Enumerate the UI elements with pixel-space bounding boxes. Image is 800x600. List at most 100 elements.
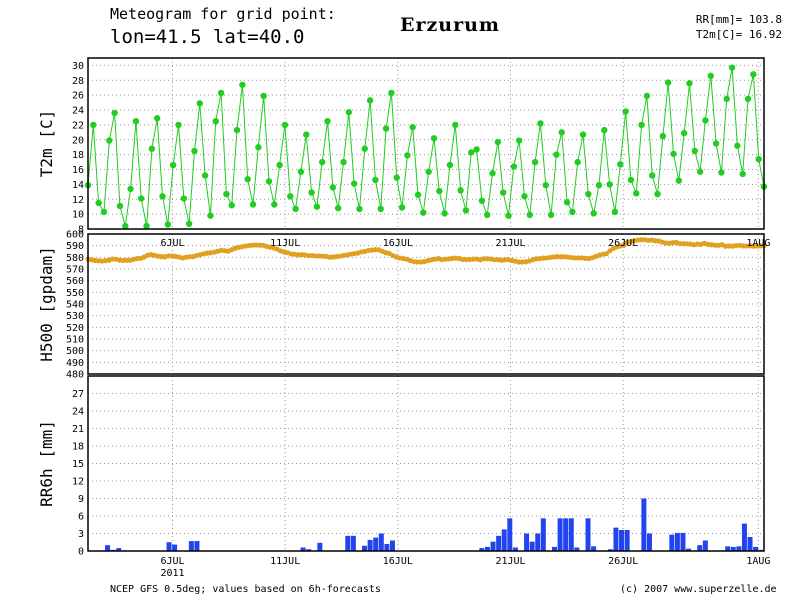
- y-tick-label: 27: [72, 389, 84, 400]
- precipitation-bar: [116, 548, 122, 551]
- temperature-point: [265, 178, 273, 185]
- precipitation-bar: [188, 541, 194, 551]
- temperature-point: [590, 210, 597, 217]
- panel-temp: 8 10 12 14 16 18 20 22 24 26 28 30 T2m [C]: [37, 57, 768, 236]
- precipitation-bar: [619, 530, 625, 551]
- temperature-point: [185, 220, 193, 227]
- precipitation-bar: [350, 535, 356, 551]
- temperature-point: [217, 89, 225, 97]
- y-tick-label: 24: [72, 106, 84, 117]
- temperature-point: [175, 121, 182, 129]
- precipitation-bar: [574, 547, 580, 551]
- temperature-point: [244, 175, 251, 183]
- temperature-point: [361, 145, 368, 152]
- station-name: Erzurum: [400, 14, 501, 36]
- precipitation-bar: [674, 532, 680, 551]
- temperature-point: [563, 199, 571, 206]
- temperature-point: [521, 193, 528, 200]
- temperature-point: [633, 190, 640, 197]
- temperature-point: [718, 169, 725, 176]
- temperature-point: [212, 117, 219, 125]
- temperature-point: [308, 189, 315, 196]
- x-tick-label: 16JUL: [383, 556, 413, 567]
- temperature-point: [654, 190, 661, 198]
- y-tick-label: 21: [72, 424, 84, 435]
- temperature-point: [414, 191, 422, 198]
- x-tick-label: 11JUL: [270, 556, 300, 567]
- x-tick-label: 26JUL: [608, 556, 638, 567]
- temperature-point: [670, 150, 677, 158]
- precipitation-bar: [624, 530, 630, 551]
- temperature-point: [649, 172, 656, 179]
- y-tick-label: 22: [72, 120, 84, 131]
- temperature-point: [334, 204, 342, 212]
- temperature-point: [148, 145, 156, 152]
- meteogram-title: Meteogram for grid point:: [110, 5, 336, 23]
- temperature-point: [260, 92, 267, 100]
- temperature-point: [526, 211, 533, 219]
- temperature-point: [728, 64, 736, 71]
- temperature-point: [734, 142, 741, 149]
- temperature-point: [164, 221, 172, 228]
- temperature-point: [100, 208, 108, 216]
- temperature-point: [510, 163, 518, 170]
- geopotential-point: [621, 242, 627, 248]
- temperature-point: [329, 184, 337, 191]
- temperature-point: [739, 170, 746, 178]
- temperature-point: [553, 151, 560, 158]
- temperature-point: [569, 208, 576, 216]
- precipitation-bar: [507, 518, 513, 551]
- precipitation-bar: [479, 548, 485, 551]
- precipitation-bar: [384, 544, 390, 551]
- precipitation-bar: [378, 533, 384, 551]
- precipitation-bar: [736, 546, 742, 551]
- temperature-point: [723, 95, 730, 103]
- precipitation-bar: [105, 545, 111, 551]
- geopotential-point: [603, 251, 609, 257]
- temperature-point: [436, 187, 443, 195]
- temperature-point: [547, 211, 555, 219]
- y-tick-label: 8: [78, 225, 84, 236]
- temperature-point: [366, 97, 374, 104]
- x-tick-label: 26JUL: [608, 238, 638, 249]
- temperature-point: [228, 202, 235, 209]
- temperature-point: [659, 132, 667, 140]
- temperature-point: [233, 126, 241, 134]
- precipitation-bar: [725, 546, 731, 551]
- temperature-point: [303, 131, 310, 138]
- precipitation-bar: [730, 546, 736, 551]
- temperature-point: [702, 117, 709, 124]
- precipitation-bar: [172, 544, 178, 551]
- temperature-point: [132, 117, 140, 125]
- y-tick-label: 480: [66, 370, 84, 381]
- temperature-point: [696, 168, 704, 175]
- precipitation-bar: [484, 546, 490, 551]
- temperature-point: [398, 204, 406, 211]
- temperature-point: [271, 201, 278, 208]
- temperature-point: [691, 147, 699, 155]
- temperature-point: [324, 117, 331, 125]
- y-tick-label: 590: [66, 241, 84, 252]
- x-tick-label: 1AUG: [746, 556, 770, 567]
- temperature-point: [638, 121, 645, 129]
- y-tick-label: 28: [72, 76, 84, 87]
- precipitation-bar: [529, 541, 535, 551]
- precipitation-bar: [373, 537, 379, 551]
- y-tick-label: 510: [66, 335, 84, 346]
- precipitation-bar: [591, 546, 597, 551]
- temperature-point: [462, 207, 470, 214]
- temperature-point: [223, 190, 230, 198]
- y-tick-label: 530: [66, 311, 84, 322]
- y-tick-label: 26: [72, 91, 84, 102]
- precipitation-bar: [753, 546, 759, 551]
- y-tick-label: 570: [66, 265, 84, 276]
- precipitation-bar: [585, 518, 591, 551]
- temperature-point: [350, 180, 358, 187]
- y-tick-label: 500: [66, 346, 84, 357]
- y-tick-label: 30: [72, 61, 84, 72]
- precipitation-bar: [568, 518, 574, 551]
- precipitation-bar: [613, 527, 619, 551]
- temperature-point: [127, 185, 134, 193]
- temperature-point: [531, 158, 539, 166]
